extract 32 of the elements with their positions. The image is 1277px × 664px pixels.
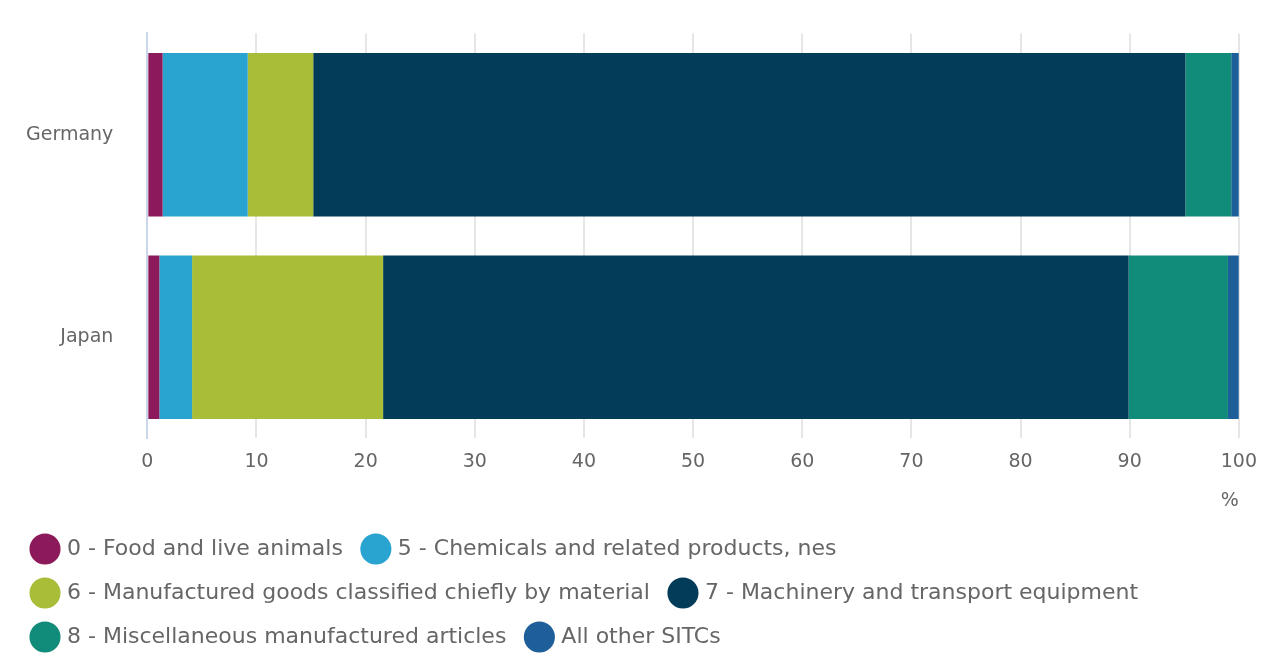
legend-label: 0 - Food and live animals (67, 534, 343, 560)
x-tick-label: 70 (899, 448, 924, 471)
bar (1227, 255, 1239, 419)
legend-label: 5 - Chemicals and related products, nes (397, 534, 837, 560)
y-tick-label: Japan (59, 324, 114, 347)
x-tick-label: 40 (571, 448, 597, 471)
bar (247, 52, 314, 217)
x-tick-label: 0 (141, 448, 154, 471)
legend-label: 8 - Miscellaneous manufactured articles (67, 622, 507, 648)
legend-label: 6 - Manufactured goods classified chiefly by material (67, 578, 650, 604)
x-tick-label: 30 (462, 448, 487, 471)
legend-label: 7 - Machinery and transport equipment (704, 578, 1139, 604)
bar (1185, 52, 1232, 217)
bar (148, 255, 160, 419)
bar (1231, 52, 1239, 217)
bar (159, 255, 193, 419)
x-tick-label: 60 (790, 448, 815, 471)
x-tick-label: 50 (681, 448, 706, 471)
bar (162, 52, 248, 217)
bar (1128, 255, 1228, 419)
x-tick-label: 80 (1008, 448, 1033, 471)
y-tick-label: Germany (26, 121, 114, 144)
bar (192, 255, 384, 419)
x-tick-label: 20 (353, 448, 378, 471)
x-tick-label: 90 (1117, 448, 1142, 471)
bar (313, 52, 1186, 217)
legend-label: All other SITCs (561, 622, 721, 648)
x-tick-label: 10 (244, 448, 269, 471)
bar (148, 52, 163, 217)
x-axis-title: % (1220, 487, 1239, 510)
bar (383, 255, 1129, 419)
x-tick-label: 100 (1220, 448, 1257, 471)
